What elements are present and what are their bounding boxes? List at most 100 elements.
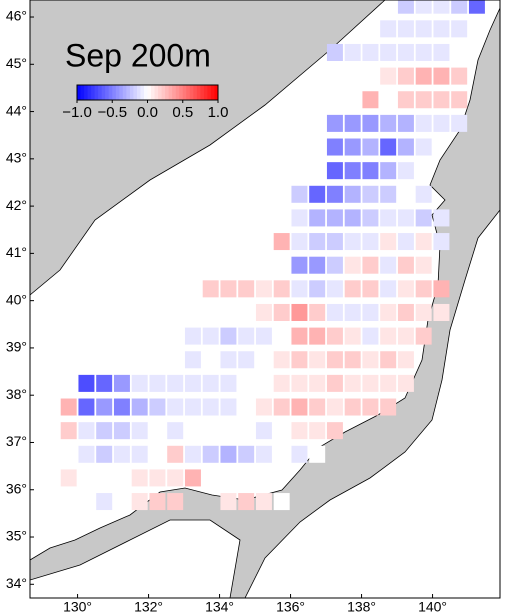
colorbar-swatch [87,85,92,100]
colorbar-swatch [151,85,156,100]
cell [344,43,361,61]
cell [415,233,432,251]
y-tick-label: 46° [6,8,27,24]
colorbar-swatch [91,85,96,100]
cell [184,445,201,463]
cell [202,303,219,321]
cell [273,422,290,440]
cell [60,422,77,440]
colorbar-swatch [203,85,208,100]
cell [344,256,361,274]
cell [238,493,255,511]
cell [433,303,450,321]
cell [309,303,326,321]
cell [220,445,237,463]
cell [397,0,414,14]
colorbar-swatch [158,85,163,100]
cell [326,162,343,180]
cell [291,445,308,463]
cell [202,422,219,440]
cell [291,327,308,345]
cell [184,422,201,440]
colorbar-swatch [161,85,166,100]
cell [415,303,432,321]
cell [309,327,326,345]
cell [255,351,272,369]
cell [238,398,255,416]
y-tick-label: 36° [6,480,27,496]
cell [344,280,361,298]
cell [255,445,272,463]
map [30,0,500,598]
cell [451,0,468,14]
cell [362,398,379,416]
cell [415,327,432,345]
cell [309,209,326,227]
cell [344,374,361,392]
cell [380,256,397,274]
cell [113,374,130,392]
cell [238,280,255,298]
cell [433,209,450,227]
strait [30,519,241,598]
cell [362,138,379,156]
cell [326,280,343,298]
cell [309,398,326,416]
cell [273,493,290,511]
y-tick-label: 44° [6,102,27,118]
cell [309,233,326,251]
cell [397,209,414,227]
cell [397,374,414,392]
cell [149,351,166,369]
cell [397,256,414,274]
cell [415,114,432,132]
cell [149,327,166,345]
cell [291,374,308,392]
cell [96,493,113,511]
cell [78,445,95,463]
cell [131,351,148,369]
x-tick-label: 140° [418,599,447,615]
colorbar-swatch [115,85,120,100]
cell [433,43,450,61]
cell [255,303,272,321]
cell [433,91,450,109]
cell [380,91,397,109]
colorbar-swatch [200,85,205,100]
cell [167,327,184,345]
cell [220,351,237,369]
cell [433,20,450,38]
colorbar-swatch [210,85,215,100]
x-tick-label: 130° [63,599,92,615]
colorbar-swatch [147,85,152,100]
cell [397,20,414,38]
cell [380,114,397,132]
cell [326,233,343,251]
cell [380,398,397,416]
cell [362,327,379,345]
cell [433,67,450,85]
y-tick-label: 38° [6,386,27,402]
x-tick-label: 136° [276,599,305,615]
colorbar: −1.0 −0.5 0.0 0.5 1.0 [62,84,228,121]
cell [202,445,219,463]
cell [167,374,184,392]
cell [433,233,450,251]
cell [131,445,148,463]
cell [149,398,166,416]
colorbar-swatch [136,85,141,100]
cell [468,0,485,14]
cell [113,422,130,440]
cell [167,445,184,463]
cell [273,303,290,321]
cell [433,280,450,298]
cell [362,114,379,132]
cell [309,422,326,440]
colorbar-swatch [165,85,170,100]
cell [273,351,290,369]
cell [220,398,237,416]
cell [291,209,308,227]
colorbar-swatch [119,85,124,100]
cell [255,327,272,345]
cell [184,327,201,345]
